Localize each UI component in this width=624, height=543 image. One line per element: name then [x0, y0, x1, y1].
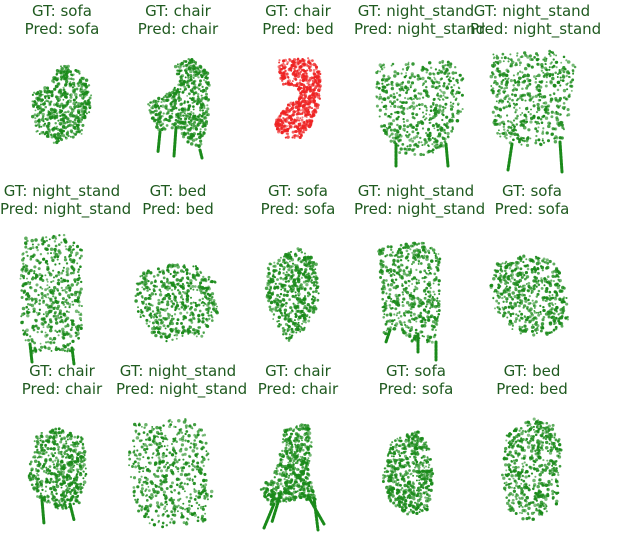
sofa-pointcloud — [489, 254, 569, 337]
gt-label: GT: night_stand — [357, 182, 475, 200]
chair-pointcloud — [27, 427, 88, 526]
sofa-pointcloud — [264, 247, 320, 342]
gt-label: GT: chair — [265, 2, 331, 20]
panel: GT: chair Pred: chair — [236, 360, 360, 541]
gt-label: GT: chair — [145, 2, 211, 20]
panel: GT: chair Pred: chair — [116, 0, 240, 181]
pred-label: Pred: night_stand — [354, 200, 486, 218]
gt-label: GT: sofa — [386, 362, 446, 380]
sofa-pointcloud — [381, 430, 435, 516]
pred-label: Pred: chair — [257, 380, 339, 398]
panel: GT: sofa Pred: sofa — [236, 180, 360, 361]
gt-label: GT: bed — [503, 362, 561, 380]
gt-label: GT: chair — [265, 362, 331, 380]
panel: GT: night_stand Pred: night_stand — [116, 360, 248, 541]
gt-label: GT: chair — [29, 362, 95, 380]
pred-label: Pred: night_stand — [0, 200, 132, 218]
night-stand-pointcloud — [127, 417, 214, 529]
pred-label: Pred: chair — [21, 380, 103, 398]
chair-pointcloud — [147, 58, 211, 160]
gt-label: GT: sofa — [32, 2, 92, 20]
pred-label: Pred: sofa — [494, 200, 570, 218]
panel: GT: night_stand Pred: night_stand — [354, 180, 486, 362]
panel: GT: sofa Pred: sofa — [0, 0, 124, 181]
pred-label: Pred: bed — [142, 200, 214, 218]
pred-label: Pred: bed — [496, 380, 568, 398]
pred-label: Pred: night_stand — [354, 20, 486, 38]
pred-label: Pred: bed — [262, 20, 334, 38]
panel: GT: sofa Pred: sofa — [470, 180, 594, 361]
gt-label: GT: sofa — [268, 182, 328, 200]
panel: GT: night_stand Pred: night_stand — [470, 0, 602, 181]
pred-label: Pred: night_stand — [116, 380, 248, 398]
panel: GT: night_stand Pred: night_stand — [354, 0, 486, 181]
chair-pointcloud — [259, 423, 326, 532]
chair-pointcloud — [274, 57, 323, 140]
sofa-pointcloud — [30, 64, 93, 145]
panel: GT: night_stand Pred: night_stand — [0, 180, 132, 366]
panel: GT: sofa Pred: sofa — [354, 360, 478, 541]
night-stand-pointcloud — [375, 59, 465, 168]
gt-label: GT: bed — [149, 182, 207, 200]
gt-label: GT: sofa — [502, 182, 562, 200]
night-stand-pointcloud — [489, 49, 577, 174]
gt-label: GT: night_stand — [357, 2, 475, 20]
panel: GT: bed Pred: bed — [470, 360, 594, 541]
panel: GT: chair Pred: bed — [236, 0, 360, 181]
pred-label: Pred: sofa — [24, 20, 100, 38]
pred-label: Pred: chair — [137, 20, 219, 38]
night-stand-pointcloud — [19, 233, 84, 366]
gt-label: GT: night_stand — [119, 362, 237, 380]
bed-pointcloud — [501, 417, 563, 521]
night-stand-pointcloud — [377, 241, 442, 362]
pred-label: Pred: sofa — [378, 380, 454, 398]
pred-label: Pred: night_stand — [470, 20, 602, 38]
gt-label: GT: night_stand — [3, 182, 121, 200]
pred-label: Pred: sofa — [260, 200, 336, 218]
panel: GT: chair Pred: chair — [0, 360, 124, 541]
gt-label: GT: night_stand — [473, 2, 591, 20]
panel: GT: bed Pred: bed — [116, 180, 240, 361]
bed-pointcloud — [134, 263, 219, 343]
